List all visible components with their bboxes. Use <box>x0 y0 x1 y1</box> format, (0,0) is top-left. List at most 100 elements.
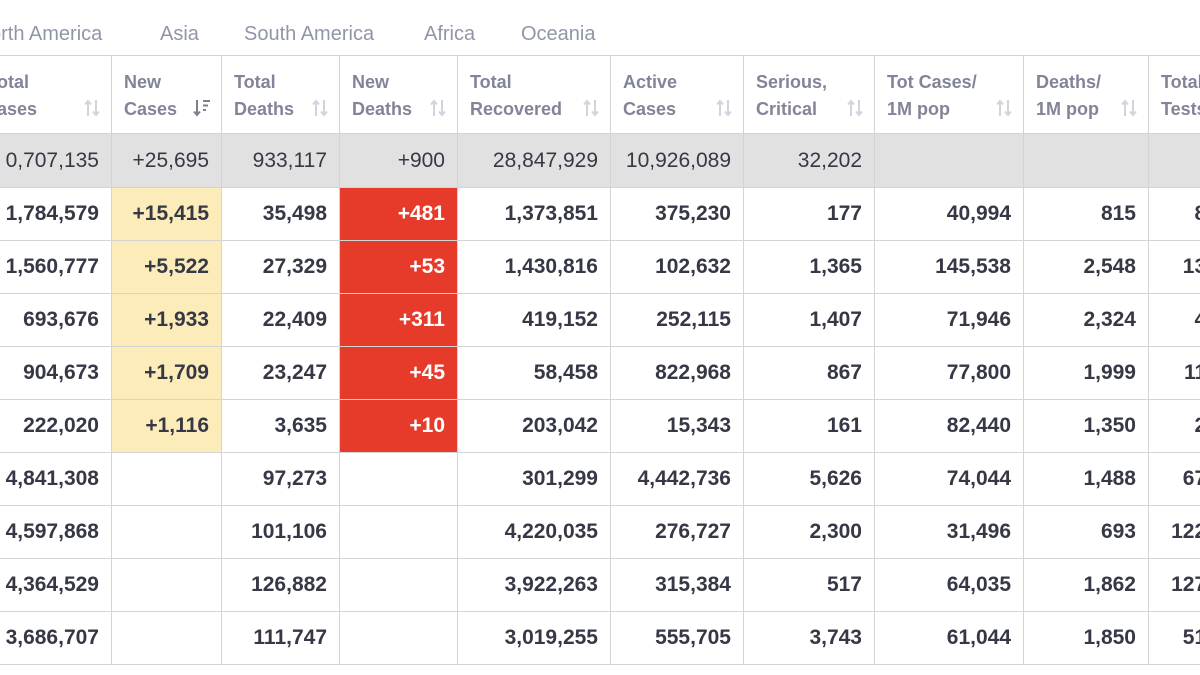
cell-total-tests: 67, <box>1148 452 1200 506</box>
cell-deaths-per-1m: 1,350 <box>1023 399 1149 453</box>
cell-total-deaths: 35,498 <box>221 187 340 241</box>
cell-total-tests: 2, <box>1148 399 1200 453</box>
sort-arrows-icon[interactable] <box>83 98 101 118</box>
cell-deaths-per-1m <box>1023 133 1149 188</box>
cell-serious-critical: 867 <box>743 346 875 400</box>
tab-asia[interactable]: Asia <box>160 23 199 45</box>
cell-total-cases: 904,673 <box>0 346 112 400</box>
sort-arrows-icon[interactable] <box>846 98 864 118</box>
cell-new-deaths: +481 <box>339 187 458 241</box>
cell-total-tests: 122, <box>1148 505 1200 559</box>
tab-south-america[interactable]: South America <box>244 23 375 45</box>
cell-deaths-per-1m: 2,548 <box>1023 240 1149 294</box>
cell-serious-critical: 161 <box>743 399 875 453</box>
cell-total-recovered: 58,458 <box>457 346 611 400</box>
cell-total-deaths: 22,409 <box>221 293 340 347</box>
header-new-deaths[interactable]: New Deaths <box>339 55 458 134</box>
cell-deaths-per-1m: 815 <box>1023 187 1149 241</box>
header-total-deaths[interactable]: Total Deaths <box>221 55 340 134</box>
header-label: Serious, <box>756 72 828 92</box>
header-label: Total <box>234 72 276 92</box>
sort-arrows-icon[interactable] <box>715 98 733 118</box>
cell-new-cases <box>111 558 222 612</box>
header-label: New <box>352 72 390 92</box>
table-row: 4,597,868 101,106 4,220,035 276,727 2,300 31,… <box>0 505 1200 559</box>
cell-total-deaths: 97,273 <box>221 452 340 506</box>
tab-north-america[interactable]: orth America <box>0 23 103 45</box>
sort-arrows-icon[interactable] <box>1120 98 1138 118</box>
cell-active-cases: 15,343 <box>610 399 744 453</box>
header-label: ases <box>0 99 38 119</box>
cell-new-deaths <box>339 558 458 612</box>
header-label: Deaths/ <box>1036 72 1102 92</box>
sort-arrows-icon[interactable] <box>429 98 447 118</box>
cell-deaths-per-1m: 1,850 <box>1023 611 1149 665</box>
table-body: 0,707,135 +25,695 933,117 +900 28,847,92… <box>0 133 1200 665</box>
cell-deaths-per-1m: 2,324 <box>1023 293 1149 347</box>
cell-total-deaths: 126,882 <box>221 558 340 612</box>
cell-deaths-per-1m: 1,862 <box>1023 558 1149 612</box>
sort-desc-icon[interactable] <box>193 98 211 118</box>
header-total-recovered[interactable]: Total Recovered <box>457 55 611 134</box>
cell-total-recovered: 3,019,255 <box>457 611 611 665</box>
cell-new-cases: +1,709 <box>111 346 222 400</box>
cell-deaths-per-1m: 1,488 <box>1023 452 1149 506</box>
cell-tot-cases-per-1m: 74,044 <box>874 452 1024 506</box>
table-row: 222,020 +1,116 3,635 +10 203,042 15,343 161 82,… <box>0 399 1200 453</box>
cell-total-recovered: 28,847,929 <box>457 133 611 188</box>
cell-new-cases <box>111 611 222 665</box>
tab-africa[interactable]: Africa <box>424 23 476 45</box>
cell-new-cases: +5,522 <box>111 240 222 294</box>
cell-total-deaths: 101,106 <box>221 505 340 559</box>
cell-total-tests: 11, <box>1148 346 1200 400</box>
header-total-cases[interactable]: otal ases <box>0 55 112 134</box>
table-row: 1,784,579 +15,415 35,498 +481 1,373,851 375,2… <box>0 187 1200 241</box>
cell-total-cases: 693,676 <box>0 293 112 347</box>
cell-total-deaths: 23,247 <box>221 346 340 400</box>
header-label: Active <box>623 72 678 92</box>
cell-tot-cases-per-1m: 31,496 <box>874 505 1024 559</box>
cell-active-cases: 822,968 <box>610 346 744 400</box>
cell-new-deaths: +53 <box>339 240 458 294</box>
tab-oceania[interactable]: Oceania <box>521 23 596 45</box>
cell-tot-cases-per-1m: 40,994 <box>874 187 1024 241</box>
cell-serious-critical: 5,626 <box>743 452 875 506</box>
cell-serious-critical: 1,407 <box>743 293 875 347</box>
table-row: 693,676 +1,933 22,409 +311 419,152 252,115 1,4… <box>0 293 1200 347</box>
cell-active-cases: 276,727 <box>610 505 744 559</box>
table-row: 1,560,777 +5,522 27,329 +53 1,430,816 102,632… <box>0 240 1200 294</box>
cell-deaths-per-1m: 1,999 <box>1023 346 1149 400</box>
table-row: 4,364,529 126,882 3,922,263 315,384 517 64,03… <box>0 558 1200 612</box>
header-label: Total <box>1161 72 1200 92</box>
sort-arrows-icon[interactable] <box>995 98 1013 118</box>
cell-total-recovered: 301,299 <box>457 452 611 506</box>
header-active-cases[interactable]: Active Cases <box>610 55 744 134</box>
header-label: Cases <box>623 99 677 119</box>
header-serious-critical[interactable]: Serious, Critical <box>743 55 875 134</box>
header-deaths-per-1m[interactable]: Deaths/1M pop <box>1023 55 1149 134</box>
cell-total-tests <box>1148 133 1200 188</box>
cell-total-cases: 4,841,308 <box>0 452 112 506</box>
header-label: otal <box>0 72 30 92</box>
header-label: Total <box>470 72 512 92</box>
header-total-tests[interactable]: Total Tests <box>1148 55 1200 134</box>
cell-tot-cases-per-1m: 61,044 <box>874 611 1024 665</box>
cell-deaths-per-1m: 693 <box>1023 505 1149 559</box>
header-label: Deaths <box>234 99 295 119</box>
cell-total-cases: 4,364,529 <box>0 558 112 612</box>
header-tot-cases-per-1m[interactable]: Tot Cases/1M pop <box>874 55 1024 134</box>
header-label: Critical <box>756 99 818 119</box>
sort-arrows-icon[interactable] <box>582 98 600 118</box>
total-row: 0,707,135 +25,695 933,117 +900 28,847,92… <box>0 133 1200 188</box>
sort-arrows-icon[interactable] <box>311 98 329 118</box>
cell-total-tests: 4, <box>1148 293 1200 347</box>
header-label: Cases <box>124 99 178 119</box>
cell-total-tests: 13, <box>1148 240 1200 294</box>
cell-active-cases: 102,632 <box>610 240 744 294</box>
cell-tot-cases-per-1m: 64,035 <box>874 558 1024 612</box>
cell-total-cases: 1,784,579 <box>0 187 112 241</box>
cell-active-cases: 375,230 <box>610 187 744 241</box>
cell-total-recovered: 419,152 <box>457 293 611 347</box>
continent-tabs: orth America Asia South America Africa O… <box>0 0 1200 56</box>
header-new-cases[interactable]: New Cases <box>111 55 222 134</box>
